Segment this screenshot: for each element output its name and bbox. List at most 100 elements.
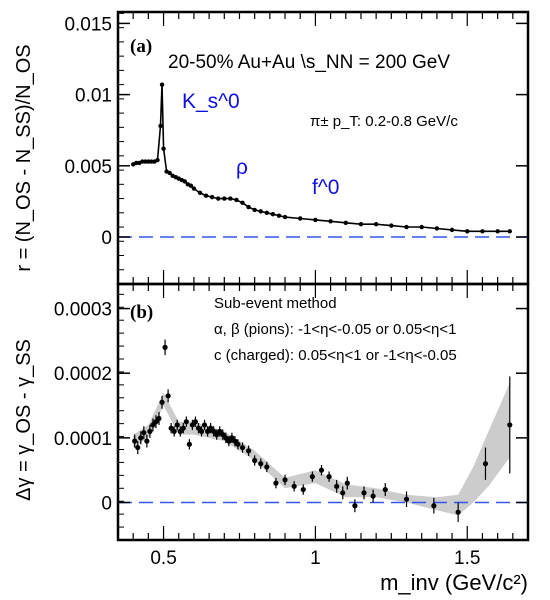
panel-b-point <box>156 415 162 422</box>
panel-b-point <box>273 480 279 486</box>
panel-a-point <box>480 229 485 234</box>
panel-a-point <box>149 159 154 164</box>
panel-b-systematic-band <box>133 382 510 516</box>
panel-b-point <box>198 428 205 434</box>
panel-b-point <box>135 444 141 451</box>
panel-b-ytick-label: 0.0001 <box>54 429 112 450</box>
panel-a-point <box>161 146 166 151</box>
panel-a-point <box>358 221 364 227</box>
x-tick-label: 0.5 <box>150 548 176 569</box>
panel-b-point <box>171 428 177 434</box>
panel-a-point <box>328 219 333 224</box>
panel-b-point <box>361 490 367 496</box>
panel-b-point <box>370 493 376 499</box>
panel-a-point <box>373 221 379 227</box>
panel-b-point <box>245 448 252 454</box>
panel-a-point <box>343 220 348 225</box>
panel-b-point <box>165 393 171 399</box>
panel-b-point <box>282 477 288 483</box>
panel-a-point <box>270 212 276 217</box>
panel-a-point <box>159 82 165 87</box>
panel-b-point <box>252 457 258 464</box>
panel-b-ylabel: Δγ = γ_OS - γ_SS <box>13 339 35 501</box>
panel-b-point <box>258 461 264 467</box>
kshort-label: K_s^0 <box>182 90 240 113</box>
alpha-beta-annotation: α, β (pions): -1<η<-0.05 or 0.05<η<1 <box>214 321 456 338</box>
panel-b-series <box>132 339 513 522</box>
f0-label: f^0 <box>312 176 339 199</box>
panel-b-point <box>431 503 437 509</box>
panel-a-point <box>252 207 257 213</box>
panel-a-point <box>216 196 221 201</box>
panel-b-point <box>344 480 350 486</box>
panel-a-point <box>140 159 145 164</box>
panel-b-point <box>138 435 144 441</box>
panel-b-point <box>507 422 513 428</box>
panel-a-ytick-label: 0 <box>101 228 112 249</box>
panel-a-point <box>264 210 270 215</box>
panel-a-point <box>389 223 394 228</box>
panel-b-point <box>309 474 315 480</box>
x-tick-label: 1 <box>310 548 321 569</box>
panel-a-point <box>404 224 409 230</box>
panel-a-point <box>203 193 209 198</box>
panel-a-point <box>234 197 239 203</box>
panel-a-ytick-label: 0.01 <box>75 86 112 107</box>
panel-b-point <box>159 399 165 405</box>
panel-a-point <box>228 196 233 201</box>
panel-b-point <box>147 428 153 434</box>
panel-a-line <box>132 84 510 233</box>
panel-a-point <box>155 157 160 163</box>
panel-b-point <box>326 474 332 480</box>
panel-b-point <box>162 344 168 350</box>
panel-a-ylabel: r = (N_OS - N_SS)/N_OS <box>13 44 35 271</box>
panel-a-point <box>313 217 318 223</box>
panel-b-label: (b) <box>130 302 153 323</box>
panel-a-point <box>258 209 263 214</box>
panel-a-point <box>282 214 288 220</box>
panel-a-ytick-label: 0.005 <box>64 157 112 178</box>
panel-b-point <box>352 503 358 509</box>
panel-b-point <box>340 490 346 496</box>
panel-a-point <box>167 170 172 176</box>
panel-a-point <box>419 224 424 230</box>
panel-b-point <box>186 441 192 447</box>
panel-a-point <box>134 160 139 166</box>
panel-b-point <box>482 461 489 467</box>
panel-b-point <box>318 467 325 473</box>
panel-a-point <box>298 216 303 221</box>
panel-a-point <box>197 190 203 196</box>
panel-b-point <box>455 509 461 515</box>
panel-b-point <box>144 438 150 444</box>
panel-b-ytick-label: 0 <box>101 494 112 515</box>
panel-a-series <box>130 82 512 234</box>
x-axis-label: m_inv (GeV/c²) <box>380 570 528 595</box>
panel-b-point <box>291 483 297 489</box>
panel-b-ticks: 0 0.0001 0.0002 0.0003 0.5 1 1.5 <box>54 284 529 569</box>
panel-b-point <box>382 486 388 493</box>
panel-a-point <box>222 196 227 201</box>
systematic-band <box>133 382 510 516</box>
pt-range-annotation: π± p_T: 0.2-0.8 GeV/c <box>310 113 458 130</box>
panel-b-point <box>201 422 208 428</box>
panel-b-point <box>239 444 246 451</box>
panel-b-point <box>141 430 147 436</box>
panel-a-ytick-label: 0.015 <box>64 14 112 35</box>
panel-a-point <box>434 226 440 231</box>
panel-a-label: (a) <box>130 36 152 57</box>
panel-a-point <box>507 229 512 234</box>
panel-b-point <box>174 422 180 428</box>
panel-a-point <box>465 229 470 234</box>
panel-b-ytick-label: 0.0002 <box>54 364 112 385</box>
panel-a-ticks: 0 0.005 0.01 0.015 <box>64 12 529 285</box>
c-charged-annotation: c (charged): 0.05<η<1 or -1<η<-0.05 <box>214 347 457 364</box>
panel-b-point <box>132 438 138 444</box>
panel-a-point <box>182 179 188 184</box>
panel-b-point <box>235 441 241 447</box>
panel-b-point <box>334 483 340 489</box>
panel-a-point <box>158 123 163 129</box>
panel-b-point <box>183 419 189 425</box>
panel-a-point <box>146 159 151 164</box>
panel-a-point <box>276 213 282 218</box>
